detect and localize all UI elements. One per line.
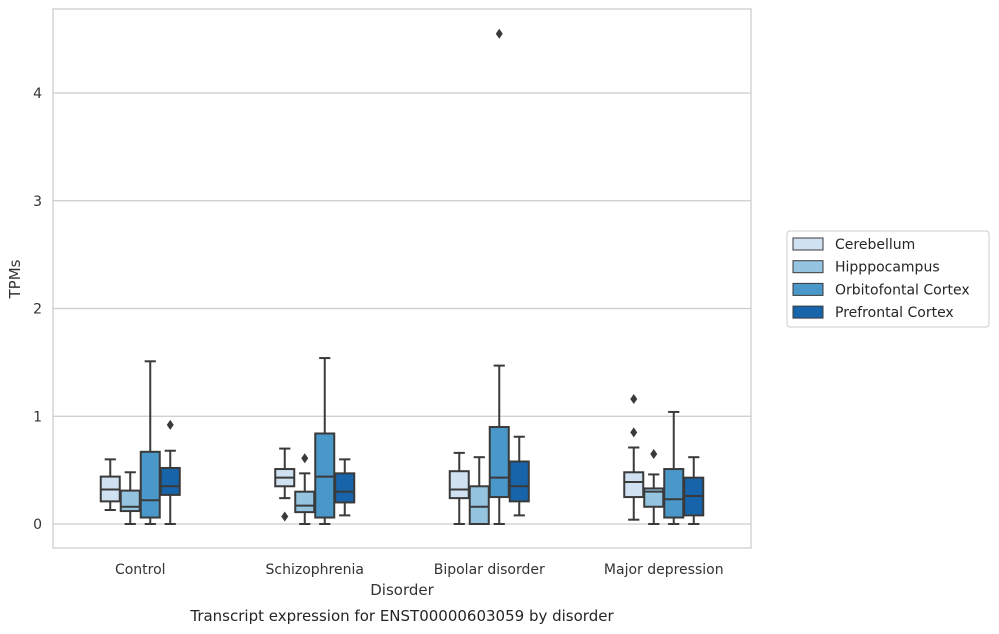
box-hipppocampus: [119, 471, 141, 525]
box-body: [119, 489, 141, 513]
box-hipppocampus: [294, 453, 316, 525]
outlier-point: [630, 427, 638, 438]
legend-label: Orbitofontal Cortex: [835, 282, 970, 298]
x-axis-label: Disorder: [370, 581, 434, 599]
y-tick-label: 0: [33, 517, 42, 533]
outlier-point: [495, 28, 503, 39]
y-tick-label: 3: [33, 194, 42, 210]
box-body: [663, 468, 685, 519]
box-body: [623, 471, 645, 499]
x-tick-label: Schizophrenia: [266, 562, 364, 578]
box-body: [448, 470, 470, 500]
x-tick-label: Control: [115, 562, 166, 578]
legend-swatch: [792, 305, 824, 319]
y-tick-label: 1: [33, 409, 42, 425]
y-axis-label: TPMs: [6, 259, 24, 299]
legend-label: Cerebellum: [835, 237, 915, 253]
box-body: [488, 426, 510, 499]
box-body: [468, 485, 490, 526]
box-body: [314, 432, 336, 519]
x-tick-label: Bipolar disorder: [434, 562, 545, 578]
legend: Cerebellum Hipppocampus Orbitofontal Corte…: [786, 230, 990, 328]
box-orbitofontal-cortex: [663, 410, 685, 525]
box-prefrontal-cortex: [334, 458, 356, 517]
y-tick-label: 2: [33, 302, 42, 318]
box-orbitofontal-cortex: [314, 357, 336, 525]
x-tick-labels: Control Schizophrenia Bipolar disorder Majo…: [115, 562, 724, 578]
legend-swatch: [792, 260, 824, 274]
plot-area: [52, 8, 752, 549]
box-hipppocampus: [643, 448, 665, 525]
outlier-point: [650, 448, 658, 459]
box-hipppocampus: [468, 456, 490, 526]
box-body: [159, 466, 181, 496]
legend-label: Hipppocampus: [835, 260, 940, 276]
plot-border: [52, 8, 752, 549]
box-body: [508, 460, 530, 503]
legend-label: Prefrontal Cortex: [835, 305, 954, 321]
outlier-point: [301, 453, 309, 464]
box-cerebellum: [448, 451, 470, 525]
box-prefrontal-cortex: [683, 456, 705, 525]
box-cerebellum: [623, 394, 645, 521]
y-tick-labels: 0 1 2 3 4: [33, 86, 42, 533]
y-tick-label: 4: [33, 86, 42, 102]
box-series-group: [99, 28, 705, 526]
box-body: [139, 450, 161, 519]
box-body: [334, 472, 356, 504]
outlier-point: [281, 511, 289, 522]
box-prefrontal-cortex: [159, 419, 181, 525]
legend-swatch: [792, 282, 824, 296]
legend-frame: [786, 230, 990, 328]
outlier-point: [166, 419, 174, 430]
outlier-point: [630, 394, 638, 405]
box-cerebellum: [99, 458, 121, 511]
x-tick-label: Major depression: [604, 562, 724, 578]
legend-swatch: [792, 237, 824, 251]
box-orbitofontal-cortex: [139, 360, 161, 525]
box-prefrontal-cortex: [508, 435, 530, 517]
chart-title: Transcript expression for ENST0000060305…: [189, 607, 614, 625]
box-cerebellum: [274, 447, 296, 522]
box-body: [294, 490, 316, 514]
